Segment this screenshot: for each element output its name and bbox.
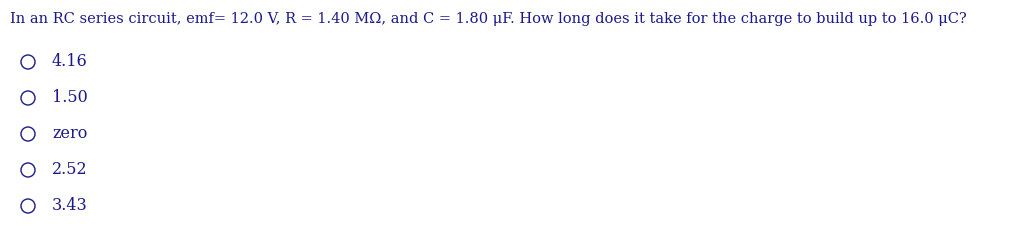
Text: 3.43: 3.43: [52, 197, 88, 214]
Text: zero: zero: [52, 126, 88, 142]
Text: 2.52: 2.52: [52, 161, 88, 178]
Text: In an RC series circuit, emf= 12.0 V, R = 1.40 MΩ, and C = 1.80 μF. How long doe: In an RC series circuit, emf= 12.0 V, R …: [10, 12, 967, 26]
Text: 1.50: 1.50: [52, 90, 88, 106]
Text: 4.16: 4.16: [52, 54, 88, 70]
